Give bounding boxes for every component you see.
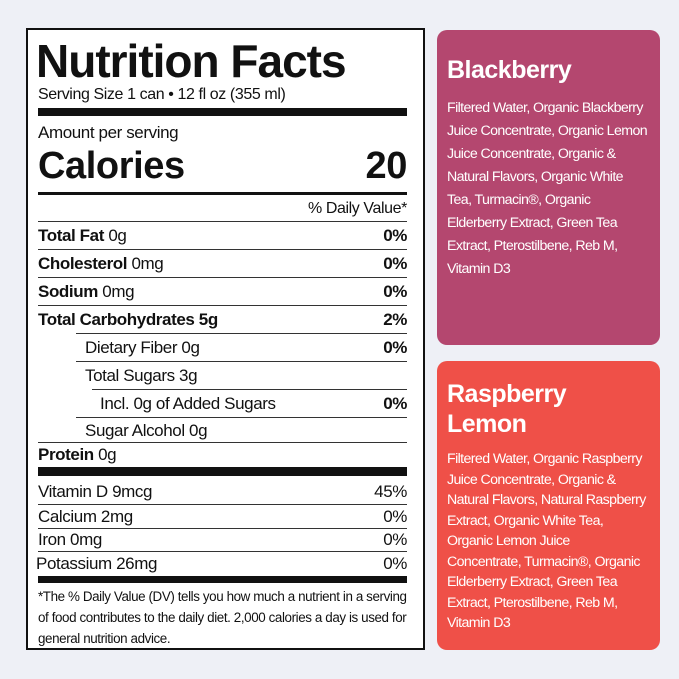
nutrition-facts-label: Nutrition Facts Serving Size 1 can • 12 …: [26, 28, 425, 650]
nutrient-row: Dietary Fiber 0g 0%: [85, 338, 407, 357]
vitamin-row: Potassium 26mg 0%: [36, 554, 407, 573]
flavor-name: Raspberry Lemon: [447, 380, 567, 438]
nutrient-row: Cholesterol 0mg 0%: [38, 254, 407, 273]
calories-row: Calories 20: [38, 144, 407, 188]
flavor-name: Blackberry: [447, 56, 572, 84]
ingredients: Filtered Water, Organic Raspberry Juice …: [447, 451, 646, 631]
label-title: Nutrition Facts: [36, 35, 347, 87]
vitamin-row: Vitamin D 9mcg 45%: [38, 482, 407, 501]
nutrient-row: Incl. 0g of Added Sugars 0%: [100, 394, 407, 413]
thick-divider: [38, 576, 407, 583]
dv-header: % Daily Value*: [307, 200, 407, 217]
thick-divider: [38, 467, 407, 476]
calories-value: 20: [365, 145, 408, 187]
flavor-card-blackberry: Blackberry Filtered Water, Organic Black…: [437, 30, 660, 345]
nutrient-row: Sodium 0mg 0%: [38, 282, 407, 301]
nutrient-row: Total Carbohydrates 5g 2%: [38, 310, 407, 329]
vitamin-row: Iron 0mg 0%: [38, 530, 407, 549]
flavor-card-raspberry-lemon: Raspberry Lemon Filtered Water, Organic …: [437, 361, 660, 650]
nutrient-row: Total Sugars 3g: [85, 366, 198, 385]
footnote: *The % Daily Value (DV) tells you how mu…: [38, 589, 407, 646]
thick-divider: [38, 108, 407, 116]
amount-per-serving: Amount per serving: [38, 123, 179, 142]
vitamin-row: Calcium 2mg 0%: [38, 507, 407, 526]
nutrient-row: Sugar Alcohol 0g: [85, 421, 208, 440]
nutrient-row: Total Fat 0g 0%: [38, 226, 407, 245]
serving-size: Serving Size 1 can • 12 fl oz (355 ml): [38, 86, 286, 103]
divider: [38, 192, 407, 195]
divider: [38, 221, 407, 222]
calories-label: Calories: [38, 145, 185, 187]
ingredients: Filtered Water, Organic Blackberry Juice…: [447, 100, 648, 277]
nutrient-row: Protein 0g: [38, 445, 117, 464]
